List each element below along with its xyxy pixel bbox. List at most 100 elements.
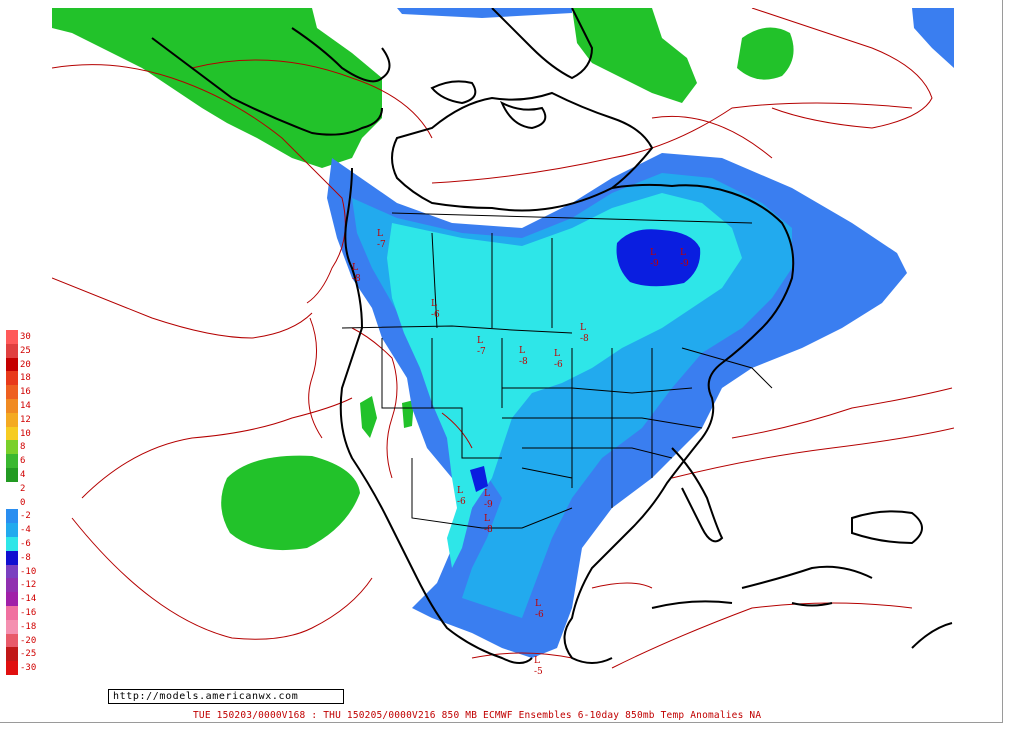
legend-entry: 12	[6, 412, 46, 427]
legend-entry: 4	[6, 467, 46, 482]
legend-label: 30	[20, 332, 31, 342]
legend-label: 20	[20, 359, 31, 370]
legend-swatch	[6, 536, 18, 551]
low-value: -7	[377, 240, 386, 250]
low-value: -7	[477, 347, 486, 357]
legend-swatch	[6, 481, 18, 496]
positive-anomaly-pacific	[221, 455, 360, 551]
low-letter: L	[534, 656, 540, 666]
legend-entry: 6	[6, 454, 46, 468]
negative-anomaly-deep-southwest	[470, 466, 488, 492]
low-letter: L	[352, 263, 358, 273]
legend-swatch	[6, 605, 18, 620]
legend-entry: 30	[6, 330, 46, 344]
legend-entry: -12	[6, 578, 46, 593]
low-letter: L	[377, 229, 383, 239]
legend-entry: 0	[6, 495, 46, 510]
low-letter: L	[477, 336, 483, 346]
coastlines	[151, 8, 953, 664]
low-value: -8	[580, 334, 589, 344]
legend-entry: -2	[6, 509, 46, 524]
legend-label: 12	[20, 414, 31, 425]
legend-swatch	[6, 495, 18, 510]
legend-label: -20	[20, 635, 37, 646]
legend-entry: -20	[6, 633, 46, 648]
low-letter: L	[519, 346, 525, 356]
legend-entry: 25	[6, 343, 46, 358]
legend-swatch	[6, 454, 18, 468]
low-letter: L	[535, 599, 541, 609]
legend-label: 2	[20, 483, 26, 494]
legend-label: -30	[20, 663, 37, 674]
low-letter: L	[457, 486, 463, 496]
figure-frame	[0, 0, 1003, 723]
negative-anomaly-arctic	[397, 8, 954, 68]
legend-entry: 16	[6, 385, 46, 399]
legend-entry: -30	[6, 661, 46, 675]
legend-label: 16	[20, 387, 31, 398]
legend-label: -14	[20, 594, 37, 605]
legend-label: 6	[20, 456, 26, 467]
legend-swatch	[6, 647, 18, 662]
low-value: -6	[535, 610, 544, 620]
legend-swatch	[6, 592, 18, 606]
legend-entry: 10	[6, 426, 46, 441]
legend-label: 4	[20, 469, 26, 480]
legend-label: -25	[20, 649, 37, 660]
low-value: -9	[650, 259, 659, 269]
legend-entry: -4	[6, 523, 46, 537]
low-letter: L	[580, 323, 586, 333]
low-letter: L	[554, 349, 560, 359]
legend-label: -8	[20, 552, 31, 563]
contour-lines	[52, 8, 954, 669]
legend-swatch	[6, 357, 18, 372]
legend-label: -10	[20, 566, 37, 577]
legend-label: -6	[20, 538, 31, 549]
low-value: -6	[431, 310, 440, 320]
legend-label: 8	[20, 442, 26, 453]
legend-label: -12	[20, 580, 37, 591]
low-value: -9	[680, 259, 689, 269]
legend-swatch	[6, 412, 18, 427]
legend-entry: 18	[6, 371, 46, 386]
legend-swatch	[6, 564, 18, 579]
legend-entry: -14	[6, 592, 46, 606]
legend-swatch	[6, 398, 18, 413]
legend: 30 25 20 18 16 14 12 10 8 6 4 2 0 -2 -4 -6 -8 -10 -12 -14 -1…	[6, 330, 46, 675]
legend-swatch	[6, 385, 18, 399]
legend-label: -2	[20, 511, 31, 522]
legend-entry: -10	[6, 564, 46, 579]
positive-anomaly-alaska	[52, 8, 382, 168]
low-letter: L	[650, 248, 656, 258]
legend-swatch	[6, 440, 18, 455]
legend-label: 0	[20, 497, 26, 508]
legend-swatch	[6, 467, 18, 482]
legend-label: 10	[20, 428, 31, 439]
legend-swatch	[6, 343, 18, 358]
low-letter: L	[484, 489, 490, 499]
legend-entry: -25	[6, 647, 46, 662]
legend-label: -4	[20, 525, 31, 536]
legend-entry: -16	[6, 605, 46, 620]
legend-entry: 8	[6, 440, 46, 455]
url-box: http://models.americanwx.com	[108, 689, 344, 704]
legend-label: 14	[20, 400, 31, 411]
legend-entry: -6	[6, 536, 46, 551]
legend-swatch	[6, 578, 18, 593]
legend-swatch	[6, 523, 18, 537]
legend-label: -18	[20, 621, 37, 632]
positive-anomaly-rockies	[360, 396, 414, 438]
legend-entry: 2	[6, 481, 46, 496]
low-letter: L	[680, 248, 686, 258]
anomaly-map: L-9L-9L-8L-7 L-8L-6L-6L-7L-8L-9L-8L-6L-5L…	[52, 8, 954, 677]
low-value: -9	[484, 500, 493, 510]
legend-swatch	[6, 661, 18, 675]
legend-swatch	[6, 330, 18, 344]
legend-entry: 14	[6, 398, 46, 413]
legend-swatch	[6, 509, 18, 524]
low-value: -5	[534, 667, 543, 677]
legend-swatch	[6, 426, 18, 441]
negative-anomaly-deep	[616, 229, 701, 287]
legend-swatch	[6, 619, 18, 634]
legend-swatch	[6, 371, 18, 386]
